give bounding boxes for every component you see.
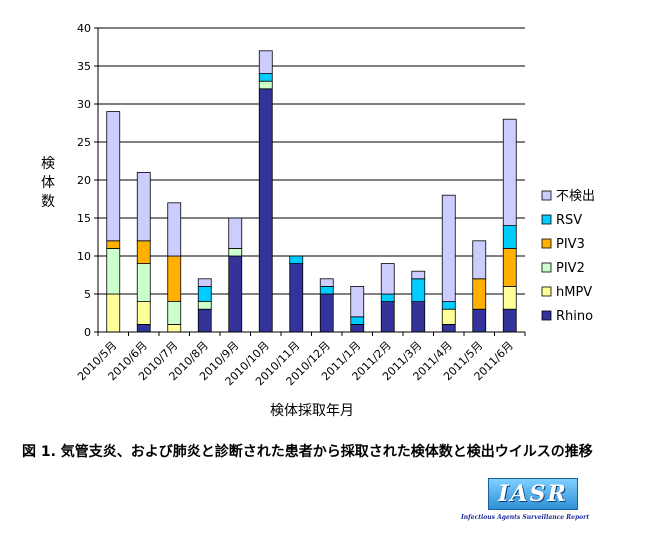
y-axis-label: 検体数 bbox=[41, 156, 55, 210]
axes bbox=[97, 28, 526, 336]
bar-segment bbox=[441, 301, 456, 310]
bar-segment bbox=[167, 255, 182, 302]
legend-label: PIV2 bbox=[556, 261, 585, 276]
legend-swatch bbox=[541, 262, 552, 273]
bar-segment bbox=[502, 285, 517, 310]
bar-segment bbox=[380, 293, 395, 302]
bar-segment bbox=[289, 255, 304, 264]
bar-segment bbox=[136, 323, 151, 333]
bar-segment bbox=[441, 323, 456, 333]
bar-segment bbox=[319, 278, 334, 287]
legend-label: hMPV bbox=[556, 285, 592, 300]
legend-swatch bbox=[541, 214, 552, 225]
bar-segment bbox=[136, 263, 151, 303]
bar-segment bbox=[472, 240, 487, 280]
bar-segment bbox=[167, 202, 182, 257]
bar-segment bbox=[197, 285, 212, 302]
chart: 0 5 10 15 20 25 30 35 40 2010/5月2010/6月2010/7月20… bbox=[41, 22, 595, 419]
bar-segment bbox=[502, 308, 517, 333]
legend-label: Rhino bbox=[556, 309, 593, 324]
bar-segment bbox=[441, 194, 456, 302]
legend-label: 不検出 bbox=[556, 189, 595, 204]
bar-segment bbox=[472, 308, 487, 333]
legend-swatch bbox=[541, 238, 552, 249]
bar-segment bbox=[502, 225, 517, 249]
y-tick-labels: 0 5 10 15 20 25 30 35 40 bbox=[77, 22, 91, 339]
legend-label: PIV3 bbox=[556, 237, 585, 252]
bar-segment bbox=[197, 308, 212, 333]
iasr-logo: IASR bbox=[488, 478, 578, 510]
legend: 不検出 RSV PIV3 PIV2 hMPV Rhino bbox=[541, 189, 595, 324]
bar-segment bbox=[350, 316, 365, 325]
bar-segment bbox=[258, 73, 273, 82]
y-tick-label: 5 bbox=[84, 288, 91, 301]
bar-segment bbox=[167, 301, 182, 325]
y-tick-label: 35 bbox=[77, 60, 91, 73]
logo-subtitle: Infectious Agents Surveillance Report bbox=[461, 514, 590, 521]
bars bbox=[106, 50, 517, 333]
x-axis-label: 検体採取年月 bbox=[270, 403, 354, 419]
bar-segment bbox=[228, 247, 243, 257]
bar-segment bbox=[258, 80, 273, 90]
bar-segment bbox=[319, 285, 334, 295]
bar-segment bbox=[289, 263, 304, 333]
bar-segment bbox=[228, 217, 243, 249]
bar-segment bbox=[136, 240, 151, 265]
bar-segment bbox=[441, 308, 456, 325]
bar-segment bbox=[106, 111, 121, 242]
logo-text: IASR bbox=[498, 481, 568, 507]
bar-segment bbox=[106, 240, 121, 249]
bar-segment bbox=[106, 293, 121, 333]
y-axis-label-char: 数 bbox=[41, 194, 55, 210]
y-axis-label-char: 検 bbox=[41, 156, 55, 172]
legend-swatch bbox=[541, 286, 552, 297]
y-tick-label: 15 bbox=[77, 212, 91, 225]
y-axis-label-char: 体 bbox=[41, 175, 55, 191]
bar-segment bbox=[380, 301, 395, 333]
y-tick-label: 0 bbox=[84, 326, 91, 339]
legend-swatch bbox=[541, 310, 552, 321]
y-tick-label: 30 bbox=[77, 98, 91, 111]
x-tick-labels: 2010/5月2010/6月2010/7月2010/8月2010/9月2010/… bbox=[75, 339, 516, 388]
figure-caption: 図 1. 気管支炎、および肺炎と診断された患者から採取された検体数と検出ウイルス… bbox=[22, 444, 593, 460]
y-tick-label: 25 bbox=[77, 136, 91, 149]
bar-segment bbox=[106, 247, 121, 295]
bar-segment bbox=[197, 278, 212, 287]
bar-segment bbox=[258, 88, 273, 333]
bar-segment bbox=[228, 255, 243, 333]
bar-segment bbox=[411, 278, 426, 302]
y-tick-label: 40 bbox=[77, 22, 91, 35]
bar-segment bbox=[502, 118, 517, 226]
bar-segment bbox=[136, 301, 151, 325]
legend-label: RSV bbox=[556, 213, 582, 228]
bar-segment bbox=[472, 278, 487, 310]
legend-swatch bbox=[541, 190, 552, 201]
y-tick-label: 10 bbox=[77, 250, 91, 263]
bar-segment bbox=[350, 323, 365, 333]
bar-segment bbox=[411, 301, 426, 333]
bar-segment bbox=[319, 293, 334, 333]
bar-segment bbox=[411, 270, 426, 280]
bar-segment bbox=[167, 323, 182, 333]
bar-segment bbox=[350, 285, 365, 318]
bar-segment bbox=[502, 247, 517, 287]
gridlines bbox=[94, 27, 525, 333]
bar-segment bbox=[258, 50, 273, 74]
y-tick-label: 20 bbox=[77, 174, 91, 187]
bar-segment bbox=[197, 301, 212, 310]
bar-segment bbox=[380, 263, 395, 295]
bar-segment bbox=[136, 171, 151, 242]
